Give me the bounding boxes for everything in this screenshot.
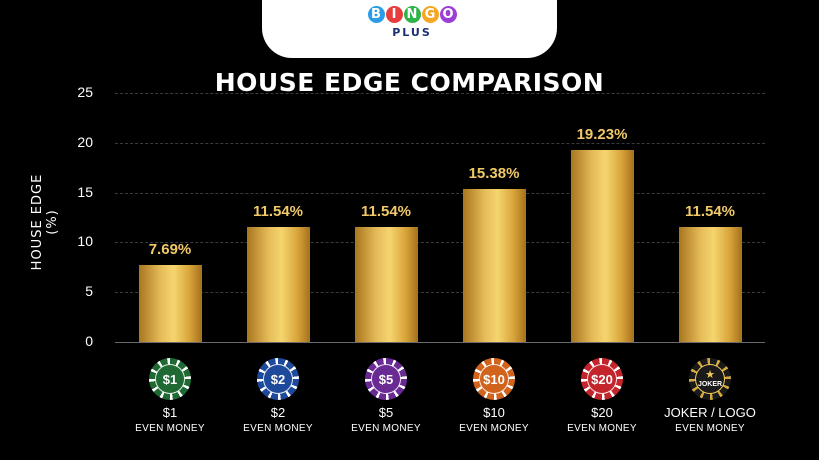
gridline bbox=[115, 242, 765, 244]
chip-label: $10 bbox=[483, 371, 505, 387]
category-sub: EVEN MONEY bbox=[135, 423, 205, 434]
x-tick-label: JOKER / LOGO EVEN MONEY bbox=[655, 405, 765, 434]
x-tick-label: $20 EVEN MONEY bbox=[547, 405, 657, 434]
category-sub: EVEN MONEY bbox=[567, 423, 637, 434]
chip-face: $1 bbox=[155, 364, 185, 394]
category-name: $5 bbox=[378, 405, 394, 420]
x-tick-label: $10 EVEN MONEY bbox=[439, 405, 549, 434]
category-sub: EVEN MONEY bbox=[243, 423, 313, 434]
logo-letter: B bbox=[367, 6, 385, 23]
category-name: $2 bbox=[270, 405, 286, 420]
category-name: $10 bbox=[483, 405, 505, 420]
logo-sub: PLUS bbox=[392, 26, 432, 39]
data-label: 15.38% bbox=[468, 164, 520, 182]
bar bbox=[354, 227, 418, 342]
chip-face: $20 bbox=[587, 364, 617, 394]
logo-letter: N bbox=[403, 6, 421, 23]
logo-letter: G bbox=[421, 6, 439, 23]
chip-label: $5 bbox=[378, 371, 394, 387]
gridline bbox=[115, 192, 765, 194]
bar bbox=[138, 265, 202, 342]
logo-letter: O bbox=[439, 6, 457, 23]
red-chip-icon: $20 bbox=[581, 358, 623, 400]
data-label: 11.54% bbox=[360, 203, 412, 221]
y-tick-label: 0 bbox=[85, 333, 93, 349]
logo-letter: I bbox=[385, 6, 403, 23]
joker-chip-icon: ★ JOKER bbox=[689, 358, 731, 400]
x-tick-label: $5 EVEN MONEY bbox=[331, 405, 441, 434]
category-sub: EVEN MONEY bbox=[675, 423, 745, 434]
y-tick-label: 25 bbox=[77, 84, 93, 100]
category-name: $1 bbox=[162, 405, 178, 420]
bar bbox=[678, 227, 742, 342]
x-tick-label: $2 EVEN MONEY bbox=[223, 405, 333, 434]
star-icon: ★ bbox=[705, 368, 715, 381]
chip-label: JOKER bbox=[697, 380, 723, 388]
green-chip-icon: $1 bbox=[149, 358, 191, 400]
gridline bbox=[115, 292, 765, 294]
category-name: $20 bbox=[591, 405, 613, 420]
category-name: JOKER / LOGO bbox=[664, 405, 756, 420]
x-axis-line bbox=[115, 342, 765, 343]
chip-face: $5 bbox=[371, 364, 401, 394]
chip-face: ★ JOKER bbox=[695, 364, 725, 394]
gridline bbox=[115, 93, 765, 94]
bar bbox=[246, 227, 310, 342]
chip-face: $10 bbox=[479, 364, 509, 394]
data-label: 7.69% bbox=[148, 241, 192, 259]
data-label: 19.23% bbox=[576, 126, 628, 144]
chart-title: HOUSE EDGE COMPARISON bbox=[214, 68, 605, 97]
data-label: 11.54% bbox=[684, 203, 736, 221]
chip-label: $1 bbox=[162, 371, 178, 387]
category-sub: EVEN MONEY bbox=[459, 423, 529, 434]
y-tick-label: 5 bbox=[85, 283, 93, 300]
y-tick-label: 15 bbox=[77, 183, 93, 200]
y-tick-label: 10 bbox=[77, 233, 93, 250]
category-sub: EVEN MONEY bbox=[351, 423, 421, 434]
blue-chip-icon: $2 bbox=[257, 358, 299, 400]
bar bbox=[462, 188, 526, 342]
bar bbox=[570, 150, 634, 342]
chip-label: $20 bbox=[591, 371, 613, 387]
orange-chip-icon: $10 bbox=[473, 358, 515, 400]
y-axis-label: HOUSE EDGE (%) bbox=[30, 173, 60, 271]
y-tick-label: 20 bbox=[77, 133, 93, 150]
purple-chip-icon: $5 bbox=[365, 358, 407, 400]
x-tick-label: $1 EVEN MONEY bbox=[115, 405, 225, 434]
chip-face: $2 bbox=[263, 364, 293, 394]
data-label: 11.54% bbox=[252, 203, 304, 221]
gridline bbox=[115, 142, 765, 144]
chip-label: $2 bbox=[270, 371, 286, 387]
